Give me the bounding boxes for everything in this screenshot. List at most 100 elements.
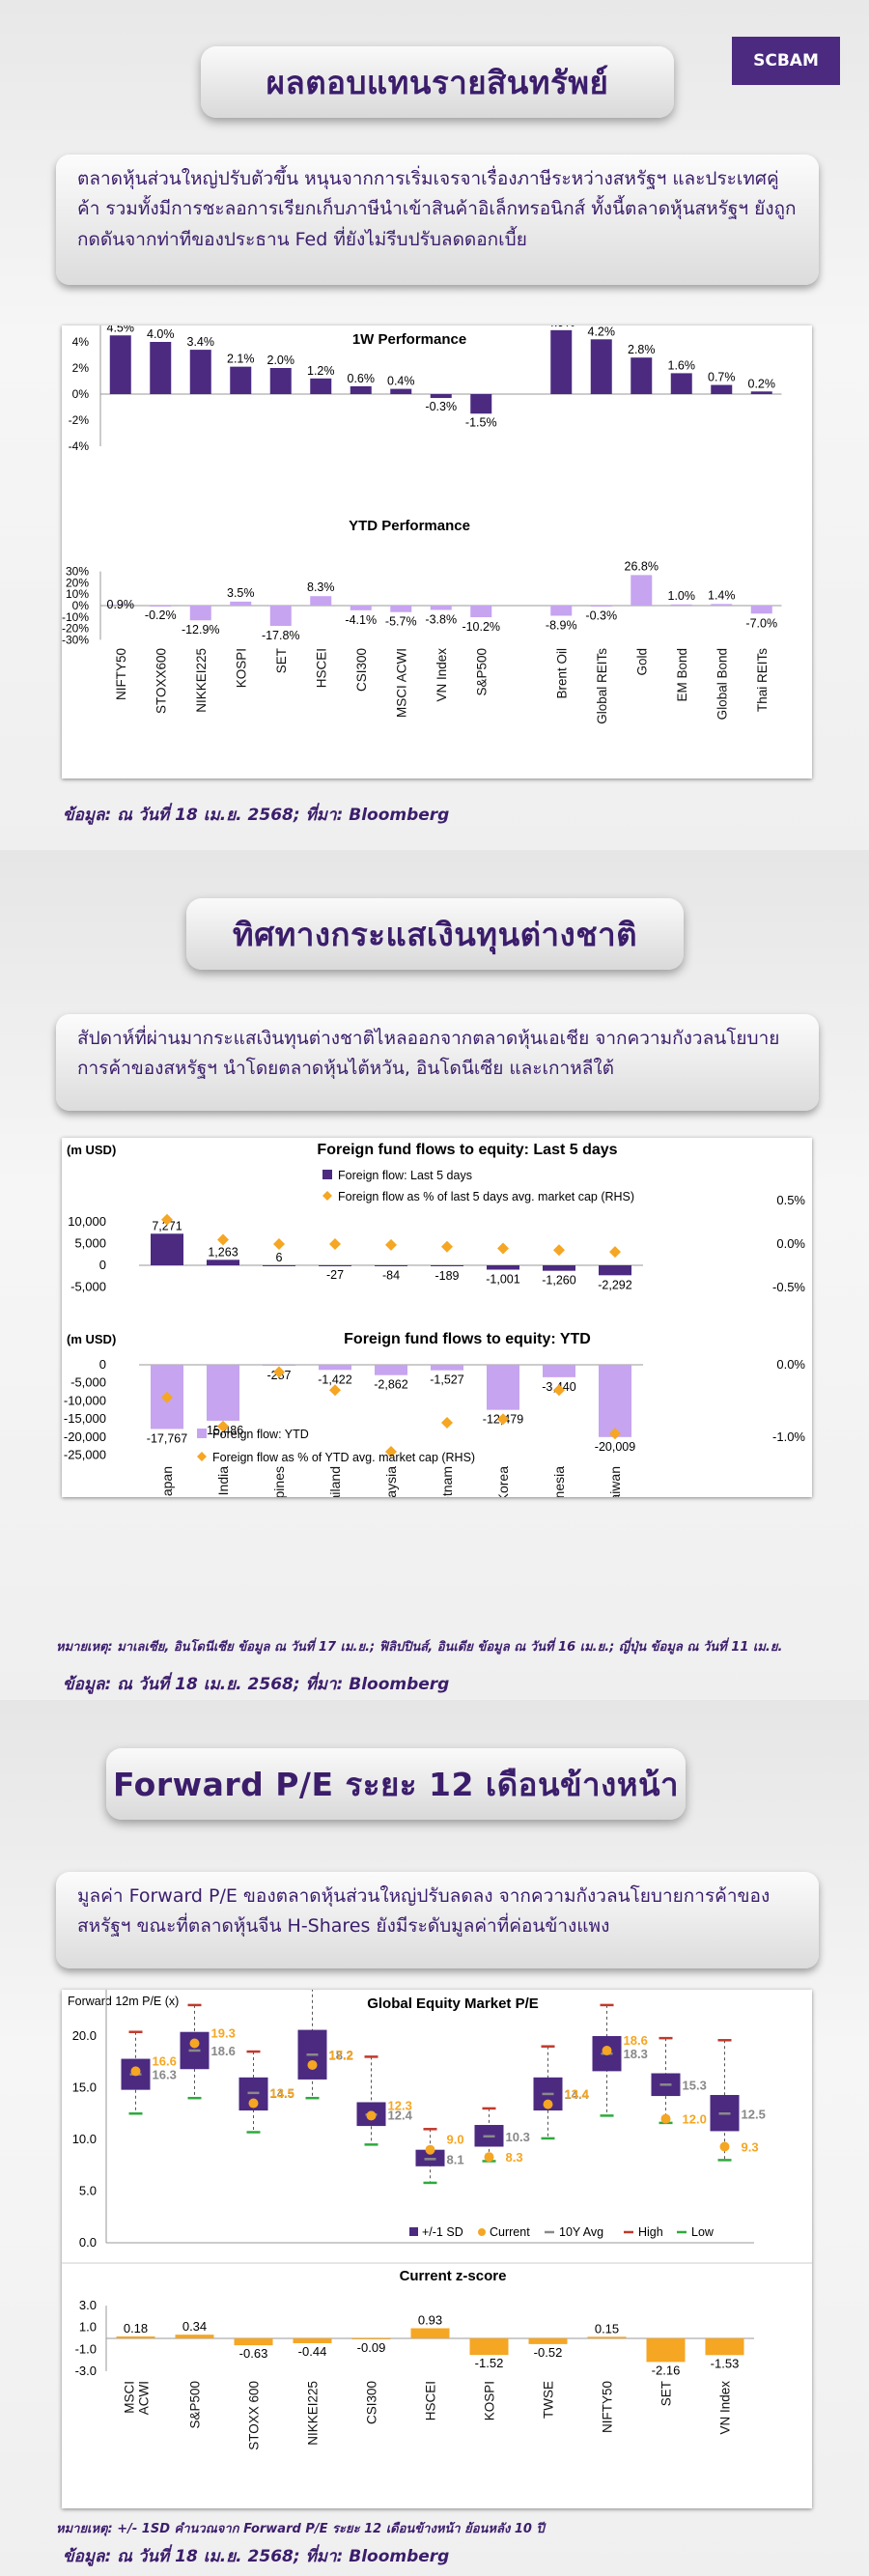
legend-label: Foreign flow: Last 5 days xyxy=(338,1169,472,1182)
bar-ytd xyxy=(631,575,653,606)
performance-chart: 1W Performance6%4%2%0%-2%-4%4.5%4.0%3.4%… xyxy=(62,309,782,724)
avg-label: 18.6 xyxy=(211,2044,236,2058)
data-label: -2.16 xyxy=(652,2363,681,2377)
legend-label: Current xyxy=(490,2225,530,2239)
data-label: 3.4% xyxy=(187,335,215,349)
y-tick-label: 30% xyxy=(66,565,89,579)
data-label: 2.1% xyxy=(227,353,255,366)
x-tick-label: KOSPI xyxy=(483,2381,497,2420)
data-label: -17.8% xyxy=(262,629,300,642)
y-tick-label: 5.0 xyxy=(79,2184,97,2198)
y-tick-label: -25,000 xyxy=(64,1448,106,1462)
bar-flow-5d xyxy=(543,1265,575,1271)
zscore-bar xyxy=(646,2338,686,2363)
y-tick-label: 0% xyxy=(72,599,90,612)
bar-1w xyxy=(430,394,452,399)
data-label: -1.52 xyxy=(475,2356,504,2370)
x-tick-label: SET xyxy=(274,648,289,673)
current-marker xyxy=(366,2110,377,2121)
bar-ytd xyxy=(711,604,733,606)
data-label: 7,271 xyxy=(152,1219,182,1232)
data-label: 1.6% xyxy=(668,358,696,372)
y-tick-label: -10,000 xyxy=(64,1393,106,1407)
y-tick-label: -1.0 xyxy=(75,2341,97,2356)
y-axis-label: Forward 12m P/E (x) xyxy=(68,1995,179,2008)
data-label: 0.93 xyxy=(418,2312,442,2327)
avg-label: 18.2 xyxy=(329,2048,353,2062)
avg-label: 14.5 xyxy=(270,2086,294,2101)
marker-pct-ytd xyxy=(273,1366,285,1378)
bar-1w xyxy=(109,335,131,394)
legend-swatch xyxy=(197,1452,207,1461)
data-label: -2,862 xyxy=(374,1378,407,1392)
current-marker xyxy=(719,2141,730,2152)
bar-flow-ytd xyxy=(207,1365,239,1421)
current-marker xyxy=(425,2144,435,2155)
y2-tick-label: 0.0% xyxy=(776,1357,805,1372)
y-tick-label: 0% xyxy=(72,387,90,401)
data-label: 0.6% xyxy=(348,372,376,385)
section-title: ทิศทางกระแสเงินทุนต่างชาติ xyxy=(186,898,684,970)
marker-pct-ytd xyxy=(497,1413,509,1426)
data-label: -3.8% xyxy=(425,612,457,626)
bar-flow-5d xyxy=(375,1265,407,1266)
current-marker xyxy=(660,2113,671,2124)
current-marker xyxy=(248,2098,259,2109)
data-label: 1.2% xyxy=(307,364,335,378)
bar-flow-ytd xyxy=(375,1365,407,1375)
y-tick-label: 2% xyxy=(72,361,90,375)
bar-1w xyxy=(470,394,492,414)
data-label: -2,292 xyxy=(598,1278,631,1291)
source-note: ข้อมูล: ณ วันที่ 18 เม.ย. 2568; ที่มา: B… xyxy=(63,806,450,825)
data-label: -1,422 xyxy=(318,1373,351,1386)
data-label: 0.34 xyxy=(182,2319,207,2334)
x-tick-label: Thai REITs xyxy=(755,648,770,712)
y-tick-label: 10.0 xyxy=(72,2132,97,2146)
data-label: 3.5% xyxy=(227,586,255,600)
chart-title: Foreign fund flows to equity: YTD xyxy=(344,1331,591,1347)
x-tick-label: CSI300 xyxy=(354,648,369,692)
marker-pct-ytd xyxy=(553,1384,565,1397)
x-tick-label: STOXX 600 xyxy=(247,2381,262,2450)
zscore-bar xyxy=(293,2338,332,2343)
bar-1w xyxy=(711,384,733,394)
marker-pct-ytd xyxy=(385,1446,397,1458)
current-label: 8.3 xyxy=(506,2150,523,2165)
data-label: -0.44 xyxy=(298,2344,327,2359)
legend-label: 10Y Avg xyxy=(559,2225,603,2239)
bar-1w xyxy=(150,342,172,394)
data-label: 4.9% xyxy=(547,326,575,329)
bar-flow-ytd xyxy=(599,1365,631,1437)
marker-pct-ytd xyxy=(441,1417,453,1429)
avg-label: 12.5 xyxy=(742,2107,766,2121)
chart-panel-performance: 1W Performance6%4%2%0%-2%-4%4.5%4.0%3.4%… xyxy=(62,309,812,778)
pe-chart: Forward 12m P/E (x) Global Equity Market … xyxy=(62,1977,812,2450)
x-tick-label: NIKKEI225 xyxy=(194,648,209,713)
data-label: 4.5% xyxy=(107,326,135,334)
footnote: หมายเหตุ: มาเลเซีย, อินโดนีเซีย ข้อมูล ณ… xyxy=(56,1640,783,1655)
x-tick-label: Thailand xyxy=(327,1466,343,1497)
data-label: -84 xyxy=(382,1268,400,1282)
x-tick-label: HSCEI xyxy=(314,648,328,688)
section-title: Forward P/E ระยะ 12 เดือนข้างหน้า xyxy=(106,1748,686,1820)
y-tick-label: -4% xyxy=(69,439,90,453)
x-tick-label: S&P500 xyxy=(474,648,489,696)
data-label: -0.52 xyxy=(534,2345,563,2360)
data-label: -1,527 xyxy=(430,1373,463,1387)
marker-pct-5d xyxy=(329,1238,341,1250)
legend-label: Foreign flow as % of YTD avg. market cap… xyxy=(212,1451,475,1464)
data-label: 0.15 xyxy=(595,2321,619,2335)
avg-label: 14.4 xyxy=(565,2087,590,2102)
legend-label: Foreign flow: YTD xyxy=(212,1428,309,1441)
zscore-bar xyxy=(234,2338,273,2346)
marker-pct-ytd xyxy=(217,1420,229,1432)
avg-label: 12.4 xyxy=(388,2108,413,2122)
data-label: -4.1% xyxy=(345,613,377,627)
section-asset-returns: SCBAM ผลตอบแทนรายสินทรัพย์ ตลาดหุ้นส่วนใ… xyxy=(0,0,869,850)
data-label: -1.5% xyxy=(465,415,497,429)
bar-ytd xyxy=(430,606,452,610)
data-label: 2.0% xyxy=(267,354,295,367)
x-tick-label: Philippines xyxy=(271,1466,287,1497)
y-tick-label: 15.0 xyxy=(72,2081,97,2095)
avg-label: 10.3 xyxy=(506,2130,530,2144)
